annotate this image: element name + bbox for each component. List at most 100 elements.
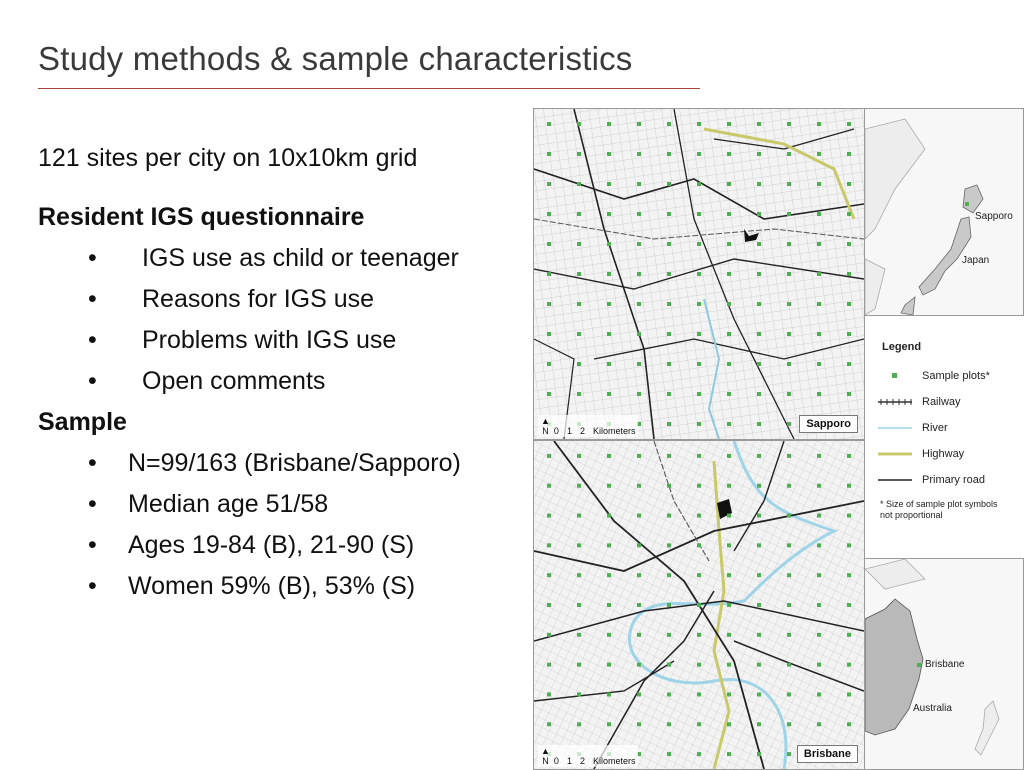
sample-plot-icon: [847, 212, 851, 216]
sample-plot-icon: [727, 212, 731, 216]
sample-plot-icon: [607, 122, 611, 126]
sample-plot-icon: [787, 122, 791, 126]
sample-plot-icon: [607, 392, 611, 396]
sample-plot-icon: [667, 603, 671, 607]
japan-outline-graphic: [865, 118, 984, 315]
sample-plot-icon: [757, 212, 761, 216]
sample-plot-icon: [817, 242, 821, 246]
sample-plot-icon: [847, 182, 851, 186]
bullet-icon: •: [88, 244, 97, 272]
legend-footnote: * Size of sample plot symbols not propor…: [880, 499, 998, 520]
sample-plot-icon: [757, 362, 761, 366]
sample-plot-icon: [577, 453, 581, 458]
legend-item-label: Highway: [922, 448, 965, 460]
sample-plot-icon: [577, 332, 581, 336]
sample-plot-icon: [757, 332, 761, 336]
sample-plot-icon: [817, 453, 821, 458]
bullet-icon: •: [88, 367, 97, 395]
sample-plot-icon: [817, 483, 821, 488]
sample-plot-icon: [637, 543, 641, 548]
sample-plot-icon: [637, 483, 641, 488]
sample-plot-icon: [577, 212, 581, 216]
bullet-icon: •: [88, 326, 97, 354]
sample-plot-icon: [577, 513, 581, 518]
sample-plot-icon: [547, 632, 551, 637]
sapporo-location-icon: [965, 202, 969, 206]
legend-item-label: Primary road: [922, 474, 985, 486]
sample-plot-icon: [667, 662, 671, 667]
sample-plot-icon: [757, 722, 761, 727]
sample-plot-icon: [607, 332, 611, 336]
sample-plot-icon: [727, 543, 731, 548]
brisbane-map-graphic: [534, 441, 864, 769]
sample-plot-icon: [637, 182, 641, 186]
sample-plot-icon: [697, 752, 701, 757]
sample-plot-icon: [757, 603, 761, 607]
legend-item: Highway: [868, 441, 1018, 467]
sample-plot-icon: [817, 212, 821, 216]
sample-plot-icon: [607, 182, 611, 186]
sample-plot-icon: [637, 453, 641, 458]
list-item: • IGS use as child or teenager: [38, 238, 518, 279]
sample-plot-icon: [787, 722, 791, 727]
sample-plot-icon: [847, 242, 851, 246]
slide-title: Study methods & sample characteristics: [38, 40, 633, 77]
sample-plot-icon: [697, 573, 701, 578]
sample-plot-icon: [607, 242, 611, 246]
sample-plot-icon: [667, 513, 671, 518]
legend-item: River: [868, 415, 1018, 441]
japan-inset-map: Sapporo Japan: [864, 108, 1024, 316]
sample-plot-icon: [757, 453, 761, 458]
sample-plot-icon: [697, 483, 701, 488]
sample-plot-icon: [847, 152, 851, 156]
sample-plot-icon: [637, 752, 641, 757]
sample-plot-icon: [667, 722, 671, 727]
sample-plot-icon: [667, 752, 671, 757]
legend-item: Primary road: [868, 467, 1018, 493]
sample-plot-icon: [787, 362, 791, 366]
sample-plot-icon: [787, 422, 791, 426]
list-item: • N=99/163 (Brisbane/Sapporo): [38, 443, 518, 484]
sample-plot-icon: [787, 453, 791, 458]
sample-plot-icon: [697, 513, 701, 518]
sample-plot-icon: [607, 603, 611, 607]
sample-plot-icon: [817, 362, 821, 366]
railway-line-icon: [878, 399, 912, 405]
sample-plot-icon: [787, 662, 791, 667]
sample-plot-icon: [697, 332, 701, 336]
sample-plot-icon: [757, 543, 761, 548]
sapporo-map-graphic: [534, 109, 864, 439]
sample-plot-icon: [787, 603, 791, 607]
sample-plot-icon: [697, 272, 701, 276]
sample-plot-icon: [637, 122, 641, 126]
sample-plot-icon: [547, 362, 551, 366]
sample-plot-icon: [727, 392, 731, 396]
sample-plot-icon: [757, 692, 761, 697]
legend-item-label: Sample plots*: [922, 370, 990, 382]
sample-plot-icon: [787, 513, 791, 518]
sample-plot-icon: [577, 483, 581, 488]
sample-plot-icon: [697, 603, 701, 607]
sample-plot-icon: [667, 573, 671, 578]
north-arrow-icon: ▲ N: [541, 416, 550, 436]
sample-plot-icon: [727, 182, 731, 186]
sample-plot-icon: [577, 302, 581, 306]
scale-bar: ▲ N 0 1 2 Kilometers: [538, 745, 639, 767]
sample-plot-icon: [787, 752, 791, 757]
sample-plot-icon: [757, 483, 761, 488]
sample-plot-icon: [607, 722, 611, 727]
sample-plot-icon: [697, 543, 701, 548]
sample-plot-icon: [547, 692, 551, 697]
sample-plot-icon: [727, 453, 731, 458]
list-item: • Problems with IGS use: [38, 320, 518, 361]
sample-plot-icon: [847, 453, 851, 458]
sample-plot-icon: [757, 662, 761, 667]
sample-plot-icon: [847, 362, 851, 366]
sample-plot-icon: [757, 392, 761, 396]
sample-plot-icon: [757, 152, 761, 156]
study-area-figure: ▲ N 0 1 2 Kilometers Sapporo Sapporo Japan L…: [533, 108, 1024, 770]
sample-plot-icon: [547, 453, 551, 458]
sample-plot-icon: [697, 182, 701, 186]
sample-plot-icon: [847, 272, 851, 276]
sample-heading: Sample: [38, 408, 127, 436]
